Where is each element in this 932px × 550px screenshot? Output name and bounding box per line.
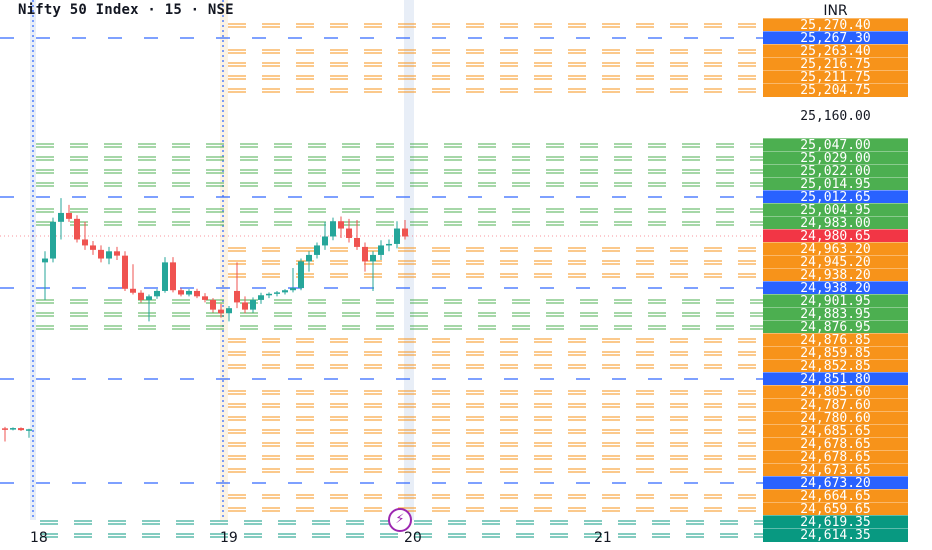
price-level-label[interactable]: 24,673.20 [763,476,908,490]
time-axis-tick-label: 18 [30,530,48,546]
candle-body [330,221,336,237]
price-level-label[interactable]: 24,678.65 [763,437,908,451]
candle-body [122,255,128,289]
candle-body [370,254,376,262]
candle-body [266,293,272,296]
price-level-label[interactable]: 24,664.65 [763,489,908,503]
price-level-label[interactable]: 25,014.95 [763,177,908,191]
time-axis-tick-label: 21 [594,530,612,546]
price-level-label[interactable]: 25,012.65 [763,190,908,204]
price-level-label[interactable]: 24,678.65 [763,450,908,464]
session-shade-20 [404,0,414,520]
candle-body [242,302,248,310]
candle-body [114,251,120,256]
candle-body [138,292,144,300]
candle-body [154,290,160,297]
price-level-label[interactable]: 24,876.95 [763,320,908,334]
price-level-label[interactable]: 24,883.95 [763,307,908,321]
session-shade-19 [220,0,228,520]
candle-body [10,428,16,430]
price-level-label[interactable]: 24,851.80 [763,372,908,386]
price-level-label[interactable]: 25,263.40 [763,44,908,58]
price-level-label[interactable]: 25,211.75 [763,70,908,84]
price-level-label[interactable]: 24,780.60 [763,411,908,425]
price-level-label[interactable]: 24,852.85 [763,359,908,373]
candle-body [74,218,80,240]
price-level-label[interactable]: 24,614.35 [763,528,908,542]
price-level-label[interactable]: 24,876.85 [763,333,908,347]
candle-body [82,239,88,246]
candle-body [234,290,240,303]
candle-body [402,228,408,237]
candle-body [378,245,384,255]
candle-body [130,288,136,293]
candle-body [170,262,176,291]
candle-body [394,228,400,244]
candle-body [98,249,104,259]
price-level-label[interactable]: 25,022.00 [763,164,908,178]
candle-body [258,295,264,300]
candle-body [306,254,312,262]
price-level-label[interactable]: 25,270.40 [763,18,908,32]
time-axis-tick-label: 20 [404,530,422,546]
candle-body [386,243,392,246]
price-level-label[interactable]: 24,938.20 [763,281,908,295]
candle-body [162,262,168,291]
price-level-label[interactable]: 24,685.65 [763,424,908,438]
candle-body [42,258,48,263]
candle-body [362,246,368,262]
price-level-label[interactable]: 25,047.00 [763,138,908,152]
price-level-label[interactable]: 24,859.85 [763,346,908,360]
candle-body [146,296,152,300]
candle-body [202,296,208,300]
candle-body [2,428,8,430]
price-level-label[interactable]: 24,938.20 [763,268,908,282]
candle-body [90,245,96,250]
candle-body [26,429,32,431]
price-level-label[interactable]: 24,945.20 [763,255,908,269]
lightning-bolt-icon[interactable]: ⚡ [388,508,412,532]
price-scale-currency[interactable]: INR [763,0,908,22]
price-level-label[interactable]: 25,216.75 [763,57,908,71]
candle-body [66,212,72,219]
price-level-label[interactable]: 25,029.00 [763,151,908,165]
candle-body [226,308,232,314]
candle-body [18,428,24,431]
candle-body [58,212,64,222]
candle-body [178,290,184,295]
candle-body [50,221,56,259]
candle-body [354,237,360,247]
price-level-label[interactable]: 24,901.95 [763,294,908,308]
price-level-label[interactable]: 24,619.35 [763,515,908,529]
price-level-label[interactable]: 24,983.00 [763,216,908,230]
price-level-label[interactable]: 24,980.65 [763,229,908,243]
candle-body [322,236,328,246]
price-level-label[interactable]: 24,963.20 [763,242,908,256]
price-level-label[interactable]: 24,787.60 [763,398,908,412]
price-level-label[interactable]: 24,673.65 [763,463,908,477]
price-level-label[interactable]: 25,267.30 [763,31,908,45]
candle-body [290,288,296,291]
chart-title: Nifty 50 Index · 15 · NSE [18,2,234,18]
price-level-label[interactable]: 25,004.95 [763,203,908,217]
price-level-label[interactable]: 24,659.65 [763,502,908,516]
candle-body [298,261,304,289]
candle-body [218,309,224,314]
candle-body [338,221,344,229]
candle-body [314,245,320,255]
candle-body [346,228,352,238]
candle-body [194,290,200,297]
price-level-label[interactable]: 24,805.60 [763,385,908,399]
candle-body [282,290,288,293]
candle-body [210,299,216,310]
candle-body [274,292,280,294]
price-level-label[interactable]: 25,160.00 [800,109,871,124]
price-level-label[interactable]: 25,204.75 [763,83,908,97]
candle-body [250,299,256,310]
time-axis-tick-label: 19 [220,530,238,546]
candle-body [186,290,192,295]
candle-body [106,251,112,259]
